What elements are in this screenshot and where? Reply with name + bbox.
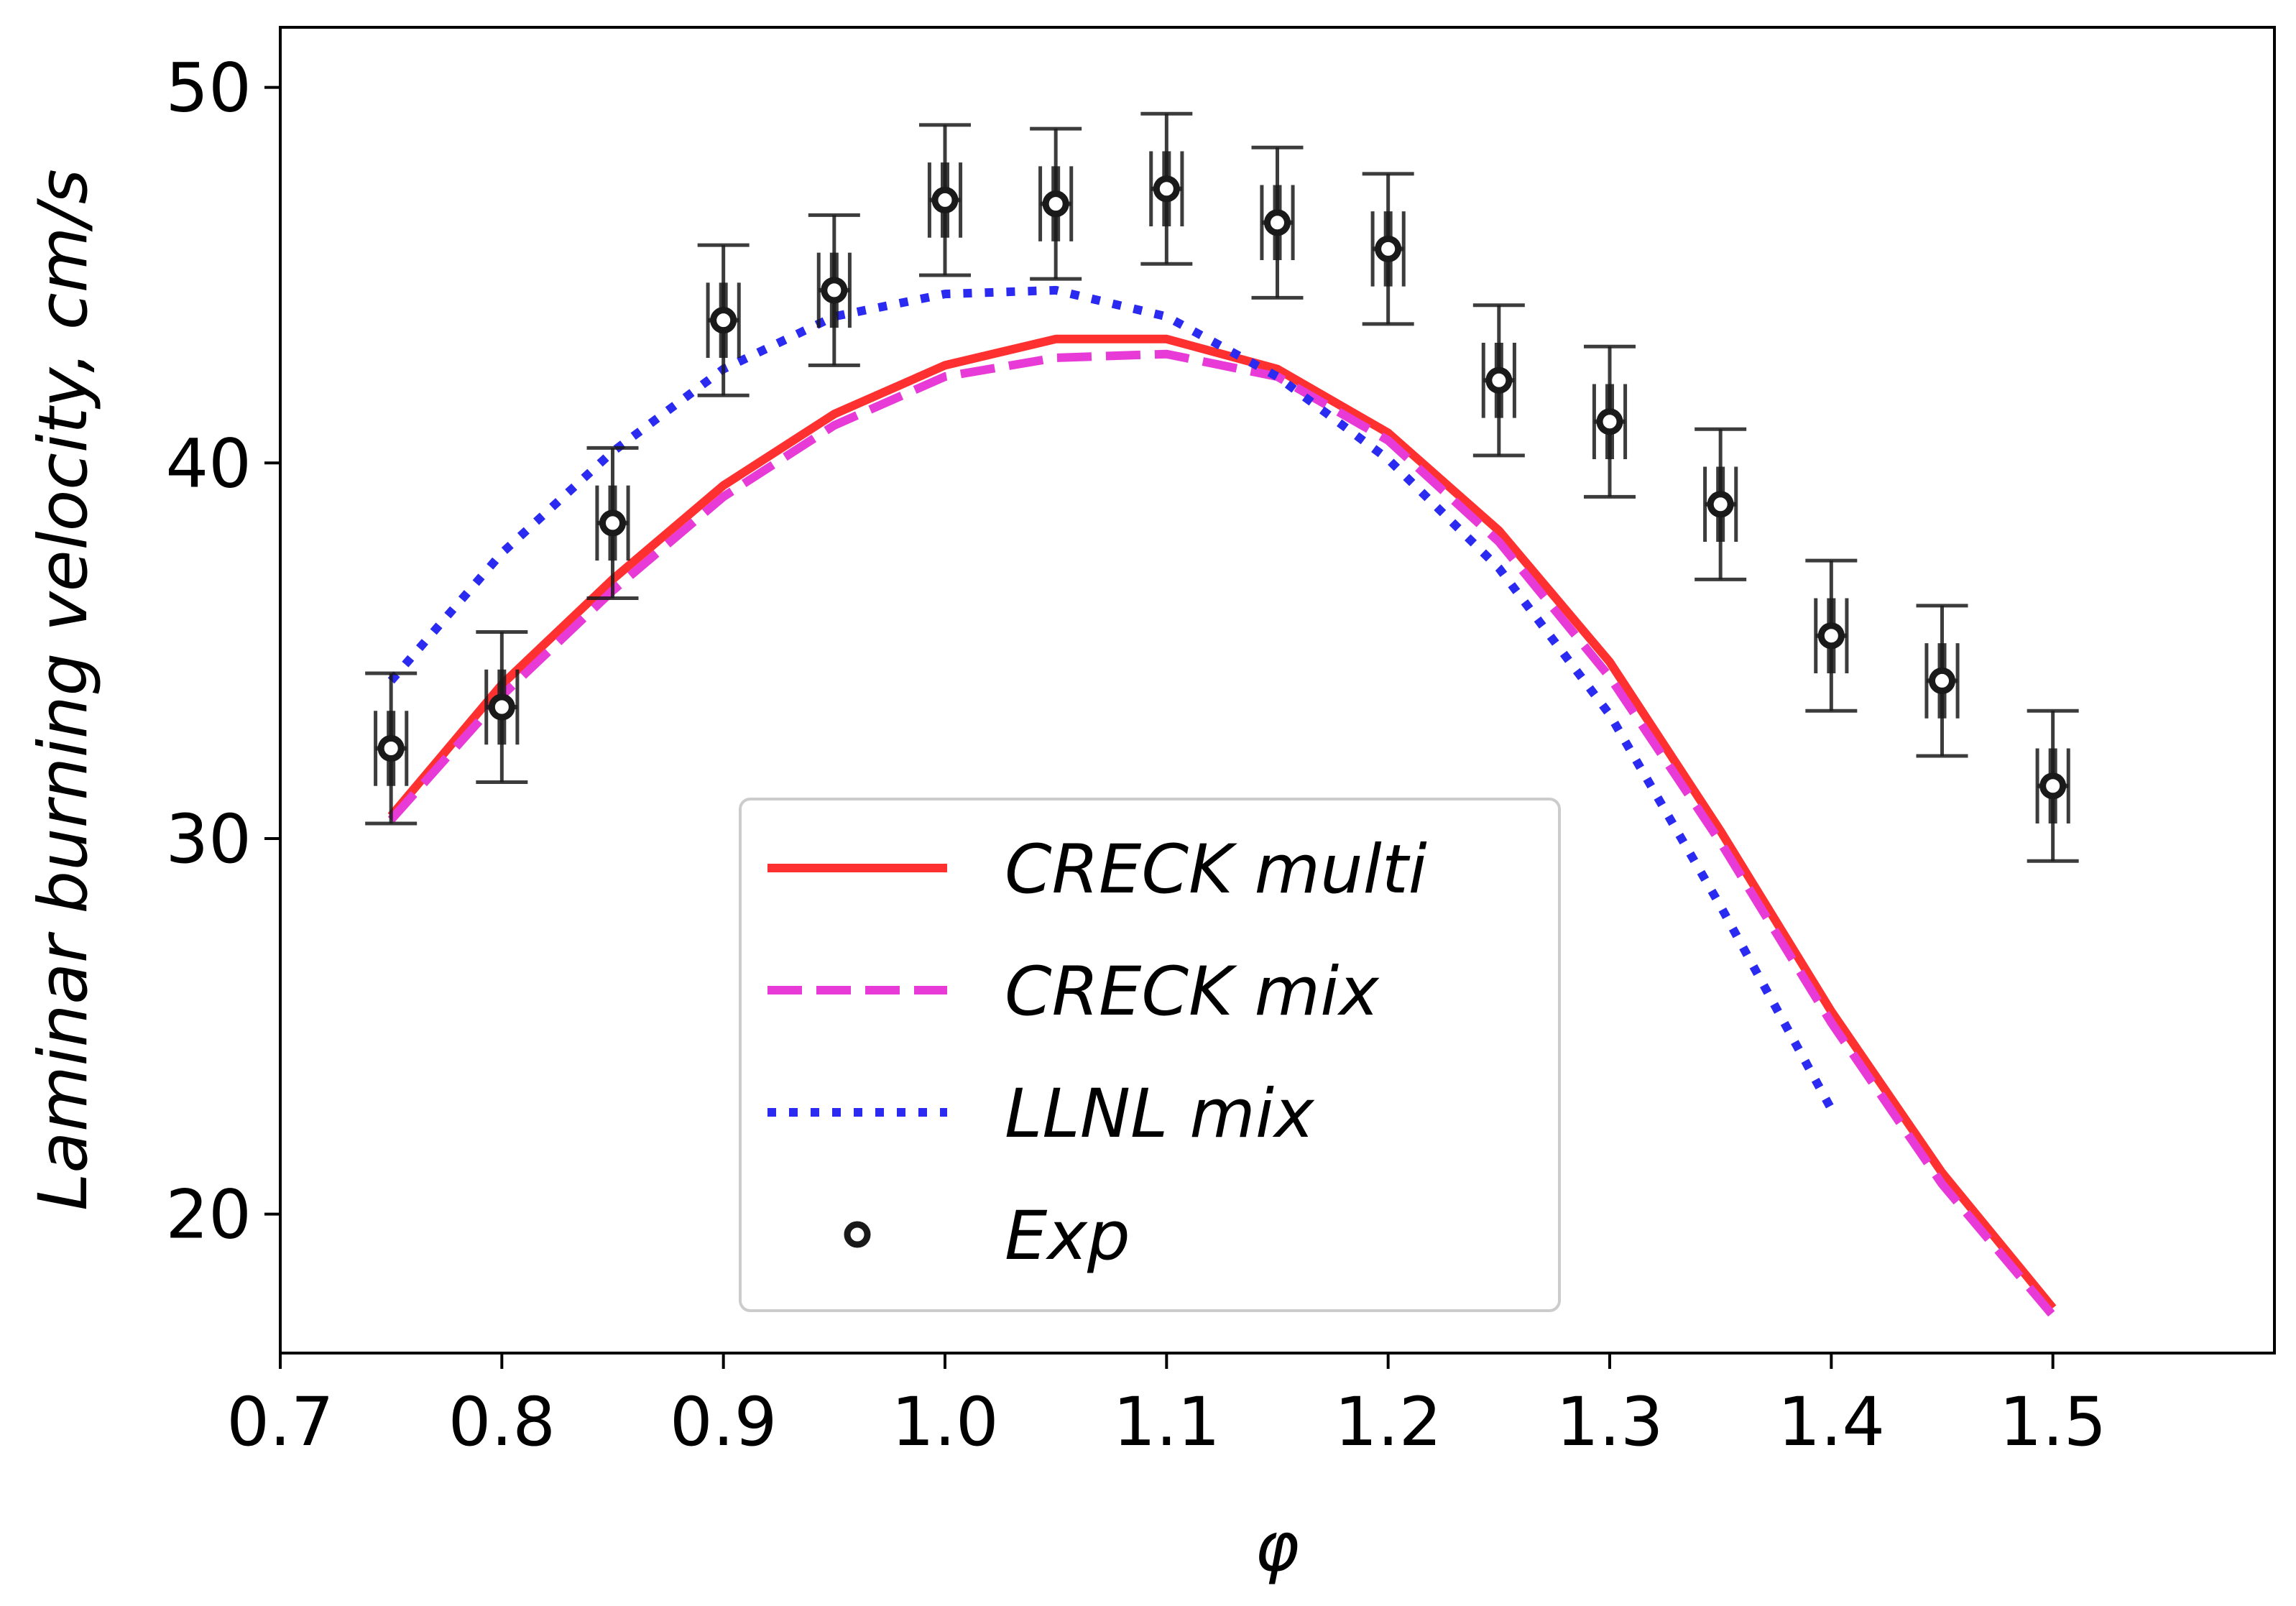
exp-point-6 bbox=[1030, 126, 1082, 281]
legend-label-llnl-mix: LLNL mix bbox=[1005, 1075, 1315, 1153]
x-tick-label: 0.9 bbox=[670, 1383, 778, 1462]
exp-point-0 bbox=[365, 671, 418, 826]
legend-swatch-exp bbox=[844, 1221, 871, 1248]
x-axis: 0.7 0.8 0.9 1.0 1.1 1.2 1.3 1.4 1.5 bbox=[226, 1353, 2106, 1462]
x-axis-title: φ bbox=[1255, 1508, 1299, 1587]
exp-point-4 bbox=[808, 213, 860, 367]
exp-marker bbox=[1042, 190, 1069, 218]
plot-frame bbox=[279, 26, 2276, 1355]
exp-marker bbox=[1375, 235, 1402, 262]
exp-point-13 bbox=[1805, 558, 1858, 713]
x-tick-label: 1.2 bbox=[1334, 1383, 1442, 1462]
y-axis-title: Laminar burning velocity, cm/s bbox=[24, 169, 103, 1211]
exp-marker bbox=[599, 509, 626, 537]
exp-marker bbox=[1153, 175, 1180, 203]
exp-marker bbox=[488, 693, 515, 721]
x-tick-label: 1.1 bbox=[1113, 1383, 1221, 1462]
legend-label-creck-multi: CRECK multi bbox=[1005, 831, 1427, 909]
exp-marker bbox=[710, 307, 737, 334]
exp-marker bbox=[821, 277, 848, 304]
x-tick-label: 1.0 bbox=[891, 1383, 999, 1462]
exp-marker bbox=[1485, 366, 1513, 394]
series-line-creck-mix bbox=[387, 349, 2057, 1319]
x-tick-label: 1.3 bbox=[1556, 1383, 1664, 1462]
exp-point-5 bbox=[919, 123, 971, 277]
x-tick-label: 0.7 bbox=[226, 1383, 334, 1462]
x-tick-label: 1.4 bbox=[1778, 1383, 1886, 1462]
exp-point-2 bbox=[586, 446, 639, 600]
exp-point-12 bbox=[1695, 427, 1747, 581]
exp-point-3 bbox=[697, 243, 750, 397]
y-axis: 20 30 40 50 bbox=[165, 50, 280, 1255]
legend-box bbox=[739, 798, 1561, 1312]
exp-point-14 bbox=[1916, 604, 1968, 758]
exp-marker bbox=[377, 735, 405, 762]
exp-point-8 bbox=[1251, 145, 1304, 300]
exp-marker bbox=[2039, 772, 2067, 800]
exp-point-1 bbox=[476, 629, 528, 785]
exp-marker bbox=[1817, 622, 1845, 650]
x-tick-label: 0.8 bbox=[448, 1383, 556, 1462]
legend-label-exp: Exp bbox=[1005, 1197, 1130, 1275]
legend: CRECK multi CRECK mix LLNL mix Exp bbox=[739, 798, 1561, 1312]
series-line-creck-multi bbox=[387, 334, 2057, 1311]
exp-marker bbox=[931, 186, 959, 213]
exp-point-9 bbox=[1362, 172, 1414, 326]
exp-point-7 bbox=[1140, 111, 1193, 266]
exp-point-15 bbox=[2027, 709, 2079, 863]
y-tick-label: 40 bbox=[165, 425, 252, 503]
series-line-llnl-mix bbox=[387, 285, 1835, 1112]
legend-label-creck-mix: CRECK mix bbox=[1005, 953, 1380, 1031]
exp-marker bbox=[1596, 408, 1623, 435]
series-layer bbox=[387, 285, 2057, 1319]
exp-marker bbox=[1264, 209, 1291, 236]
exp-marker bbox=[1707, 491, 1734, 518]
exp-marker bbox=[1929, 667, 1955, 694]
x-tick-label: 1.5 bbox=[1999, 1383, 2107, 1462]
experimental-layer bbox=[365, 111, 2079, 863]
y-tick-label: 30 bbox=[165, 800, 252, 879]
exp-point-11 bbox=[1584, 344, 1636, 499]
y-tick-label: 50 bbox=[165, 50, 252, 128]
y-tick-label: 20 bbox=[165, 1176, 252, 1255]
exp-point-10 bbox=[1472, 303, 1525, 458]
